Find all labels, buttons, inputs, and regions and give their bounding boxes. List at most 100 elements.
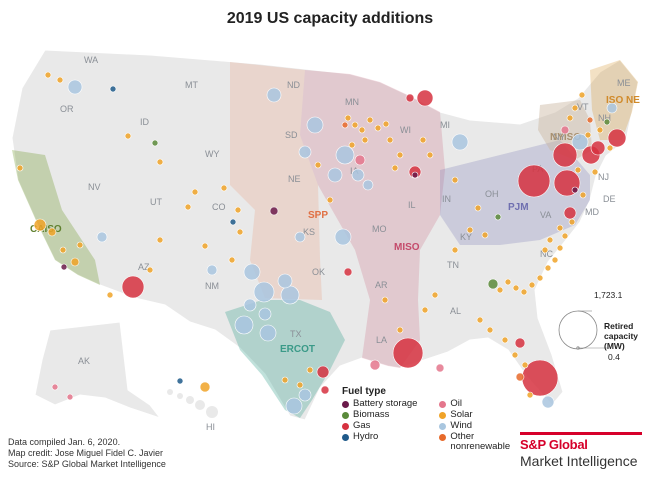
solar-plant-marker [528,281,536,289]
wind-plant-marker [259,324,277,342]
gas-plant-marker [392,337,424,369]
legend-column-left: Battery storage Biomass Gas Hydro [342,399,417,454]
biomass-plant-marker [487,278,499,290]
wind-plant-marker [606,102,618,114]
ercot-region [225,300,345,418]
solar-plant-marker [521,361,529,369]
miso-region [300,70,445,368]
state-label: NH [598,113,611,123]
oil-plant-marker [560,125,570,135]
solar-plant-marker [596,126,604,134]
oil-plant-marker [354,154,366,166]
legend-item-other: Other nonrenewable [439,432,510,454]
wind-plant-marker [306,116,324,134]
solar-plant-marker [386,136,394,144]
legend-dot [342,423,349,430]
credits: Data compiled Jan. 6, 2020. Map credit: … [8,437,166,470]
solar-plant-marker [566,114,574,122]
state-label: OH [485,189,499,199]
wind-plant-marker [327,167,343,183]
legend-dot [439,434,447,441]
solar-plant-marker [536,274,544,282]
state-label: NM [205,281,219,291]
state-label: DE [603,194,616,204]
fuel-type-legend: Fuel type Battery storage Biomass Gas Hy… [342,386,510,454]
brand-logo: S&P Global Market Intelligence [520,432,655,469]
battery-plant-marker [269,206,279,216]
solar-plant-marker [426,151,434,159]
state-label: NE [288,174,301,184]
state-label: AL [450,306,461,316]
wind-plant-marker [243,263,261,281]
solar-plant-marker [358,126,366,134]
pjm-region [440,140,590,245]
gas-plant-marker [590,140,606,156]
legend-label: Wind [450,420,473,431]
state-label: WA [84,55,98,65]
state-label: ND [287,80,300,90]
solar-plant-marker [281,376,289,384]
legend-item-gas: Gas [342,421,417,432]
wind-plant-marker [206,264,218,276]
biomass-plant-marker [494,213,502,221]
iso-label-ercot: ERCOT [280,344,315,355]
solar-plant-marker [156,236,164,244]
solar-plant-marker [234,206,242,214]
wind-plant-marker [298,388,312,402]
solar-plant-marker [431,291,439,299]
legend-label: Hydro [353,431,379,442]
solar-plant-marker [504,278,512,286]
size-legend-label: Retired capacity (MW) [604,321,639,351]
state-label: OK [312,267,325,277]
solar-plant-marker [526,391,534,399]
wind-plant-marker [243,298,257,312]
solar-plant-marker [511,351,519,359]
solar-plant-marker [199,381,211,393]
iso-label-nyiso: NYISO [550,132,581,143]
wind-plant-marker [334,228,352,246]
size-legend-max-value: 1,723.1 [594,290,623,300]
state-label: AZ [138,262,150,272]
legend-dot [439,401,447,408]
wind-plant-marker [277,273,293,289]
solar-plant-marker [296,381,304,389]
gas-plant-marker [121,275,145,299]
alaska-landmass [34,321,162,419]
solar-plant-marker [541,246,549,254]
biomass-plant-marker [603,118,611,126]
wind-plant-marker [280,285,300,305]
wind-plant-marker [294,231,306,243]
solar-plant-marker [201,242,209,250]
size-legend-min-value: 0.4 [608,352,620,362]
solar-plant-marker [451,176,459,184]
solar-plant-marker [56,76,64,84]
solar-plant-marker [47,227,57,237]
solar-plant-marker [106,291,114,299]
wind-plant-marker [298,145,312,159]
brand-bar [520,432,642,435]
gas-plant-marker [514,337,526,349]
state-label: KY [460,232,472,242]
state-label: MD [585,207,599,217]
other-plant-marker [515,372,525,382]
gas-plant-marker [343,267,353,277]
gas-plant-marker [552,142,578,168]
state-label: IL [408,200,416,210]
solar-plant-marker [512,284,520,292]
other-plant-marker [341,121,349,129]
solar-plant-marker [366,116,374,124]
isone-region [590,60,638,140]
brand-name: S&P Global [520,437,588,452]
solar-plant-marker [574,166,582,174]
state-label: WI [400,125,411,135]
legend-title: Fuel type [342,386,386,397]
gas-plant-marker [563,206,577,220]
size-legend: 1,723.1 Retired capacity (MW) 0.4 [558,285,658,365]
solar-plant-marker [44,71,52,79]
legend-label: Gas [353,420,371,431]
gas-plant-marker [320,385,330,395]
solar-plant-marker [344,114,352,122]
solar-plant-marker [556,244,564,252]
legend-item-biomass: Biomass [342,410,417,421]
wind-plant-marker [266,87,282,103]
